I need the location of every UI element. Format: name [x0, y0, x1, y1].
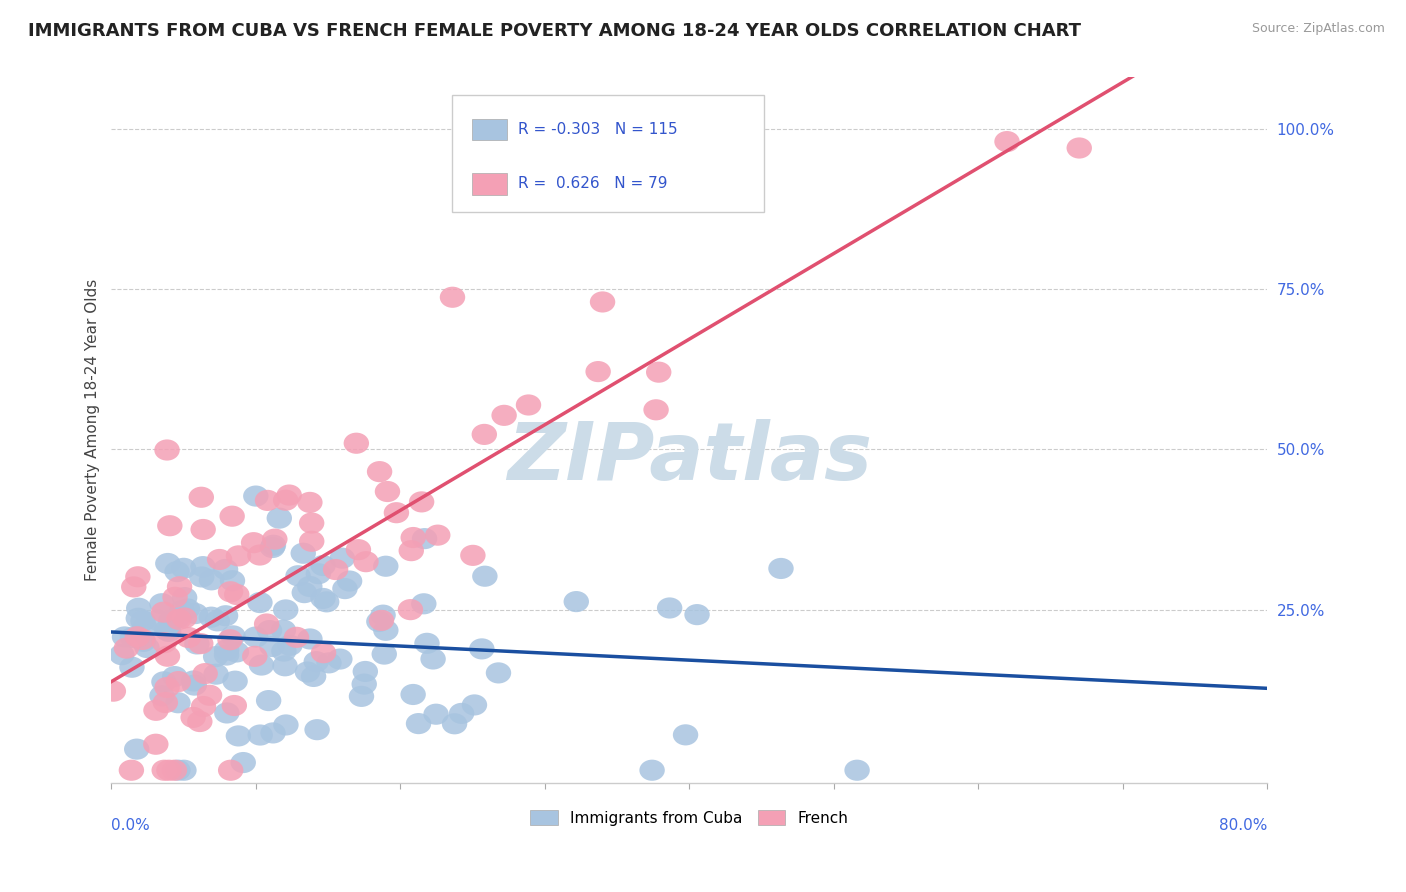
Legend: Immigrants from Cuba, French: Immigrants from Cuba, French [524, 804, 855, 832]
Text: R = -0.303   N = 115: R = -0.303 N = 115 [519, 121, 678, 136]
Text: ZIPatlas: ZIPatlas [506, 419, 872, 498]
FancyBboxPatch shape [453, 95, 765, 211]
Text: IMMIGRANTS FROM CUBA VS FRENCH FEMALE POVERTY AMONG 18-24 YEAR OLDS CORRELATION : IMMIGRANTS FROM CUBA VS FRENCH FEMALE PO… [28, 22, 1081, 40]
FancyBboxPatch shape [472, 119, 506, 140]
FancyBboxPatch shape [472, 173, 506, 194]
Text: 0.0%: 0.0% [111, 818, 150, 833]
Y-axis label: Female Poverty Among 18-24 Year Olds: Female Poverty Among 18-24 Year Olds [86, 279, 100, 582]
Text: Source: ZipAtlas.com: Source: ZipAtlas.com [1251, 22, 1385, 36]
Text: R =  0.626   N = 79: R = 0.626 N = 79 [519, 177, 668, 192]
Text: 80.0%: 80.0% [1219, 818, 1267, 833]
